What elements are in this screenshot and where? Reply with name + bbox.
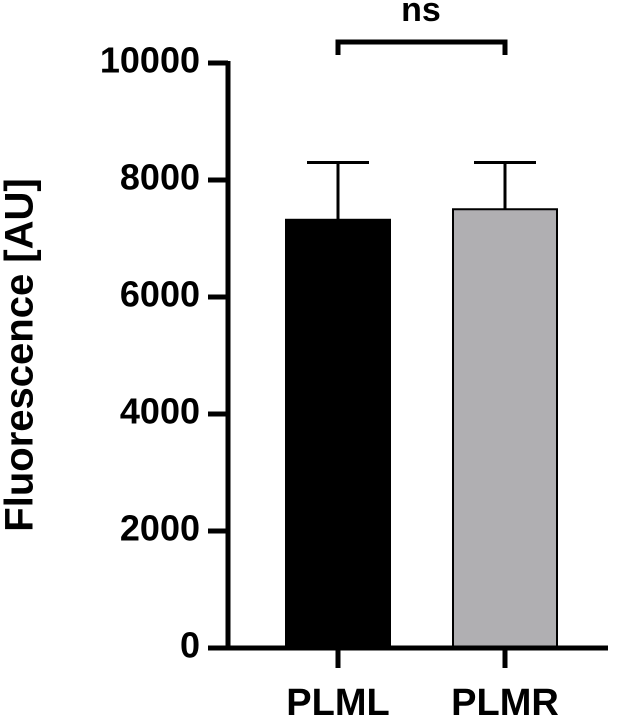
y-tick-label: 2000 — [120, 508, 200, 549]
annotation: ns — [401, 0, 441, 29]
y-tick-label: 0 — [180, 625, 200, 666]
y-tick-label: 10000 — [100, 40, 200, 81]
x-tick-label: PLML — [286, 682, 389, 722]
bar — [452, 208, 558, 649]
significance-bracket — [335, 39, 508, 55]
x-tick-label: PLMR — [451, 682, 559, 722]
y-tick-label: 4000 — [120, 391, 200, 432]
y-tick-label: 8000 — [120, 157, 200, 198]
y-axis-title: Fluorescence [AU] — [0, 178, 42, 531]
bar — [285, 218, 391, 649]
y-tick-label: 6000 — [120, 274, 200, 315]
